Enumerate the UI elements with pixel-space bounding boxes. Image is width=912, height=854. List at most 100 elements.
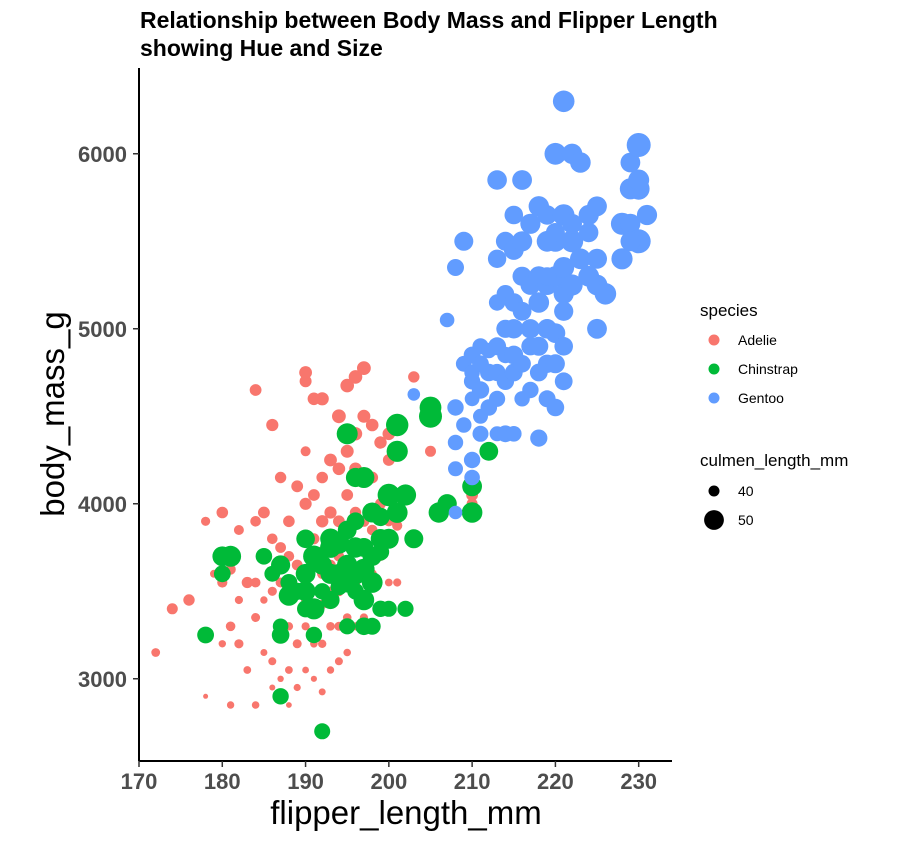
data-point: [267, 586, 277, 596]
data-point: [318, 639, 327, 648]
data-point: [404, 529, 424, 549]
data-point: [392, 520, 403, 531]
data-point: [260, 649, 268, 656]
data-point: [620, 231, 641, 252]
data-point: [626, 133, 651, 157]
data-point: [334, 657, 343, 666]
data-point: [201, 516, 211, 526]
data-point: [332, 462, 346, 476]
data-point: [302, 666, 309, 674]
data-point: [203, 693, 209, 699]
data-point: [234, 595, 243, 605]
data-point: [377, 483, 400, 507]
data-point: [512, 170, 532, 190]
hue-legend-label: Adelie: [738, 332, 777, 348]
data-point: [213, 565, 231, 583]
size-legend-label: 50: [738, 512, 754, 528]
data-point: [561, 274, 583, 296]
data-point: [234, 639, 244, 649]
data-point: [538, 267, 557, 286]
data-point: [285, 666, 293, 674]
data-point: [587, 196, 607, 217]
data-point: [300, 446, 311, 457]
data-point: [489, 390, 506, 407]
y-tick-label: 3000: [78, 667, 127, 692]
data-point: [269, 684, 276, 691]
data-point: [545, 223, 565, 242]
data-point: [339, 618, 356, 635]
data-point: [251, 701, 260, 709]
hue-legend-key: [708, 392, 720, 404]
data-point: [487, 249, 507, 268]
hue-legend-label: Chinstrap: [738, 361, 798, 377]
data-point: [628, 169, 650, 191]
size-legend-key: [708, 485, 720, 497]
data-point: [299, 375, 312, 388]
data-point: [636, 204, 658, 226]
data-point: [511, 231, 533, 252]
x-tick-label: 200: [370, 769, 407, 794]
data-point: [570, 248, 591, 270]
data-point: [326, 622, 335, 631]
data-point: [326, 666, 335, 674]
data-point: [340, 378, 355, 393]
data-point: [447, 399, 464, 416]
y-tick-label: 6000: [78, 142, 127, 167]
data-point: [425, 445, 436, 457]
data-point: [463, 451, 481, 469]
data-point: [504, 205, 524, 225]
data-point: [291, 480, 304, 493]
data-point: [552, 90, 575, 113]
data-point: [225, 621, 236, 632]
y-tick-label: 4000: [78, 492, 127, 517]
x-tick-label: 210: [454, 769, 491, 794]
data-point: [301, 622, 310, 631]
data-point: [233, 525, 244, 535]
data-point: [310, 675, 317, 682]
data-point: [348, 370, 363, 384]
data-point: [384, 578, 393, 587]
data-point: [447, 259, 464, 276]
data-point: [439, 312, 455, 328]
data-point: [386, 502, 408, 523]
data-point: [251, 613, 261, 622]
data-point: [299, 366, 312, 379]
data-point: [393, 578, 402, 587]
data-point: [448, 505, 463, 520]
data-point: [267, 533, 278, 545]
data-point: [295, 563, 316, 584]
data-point: [419, 396, 442, 419]
data-point: [587, 248, 607, 269]
x-axis-title: flipper_length_mm: [270, 794, 541, 831]
data-point: [275, 542, 286, 553]
data-point: [271, 555, 291, 575]
data-point: [386, 413, 409, 437]
data-point: [562, 213, 582, 234]
y-axis-ticks: 3000 4000 5000 6000: [78, 142, 139, 692]
data-point: [249, 384, 262, 396]
data-point: [283, 515, 295, 528]
size-legend-label: 40: [738, 483, 754, 499]
data-point: [274, 471, 287, 484]
x-tick-label: 180: [204, 769, 241, 794]
hue-legend-title: species: [700, 301, 758, 320]
data-point: [520, 319, 541, 339]
data-point: [506, 426, 522, 442]
data-point: [315, 392, 329, 406]
data-point: [456, 417, 472, 433]
data-point: [380, 600, 397, 617]
x-tick-label: 170: [121, 769, 158, 794]
data-point: [479, 441, 499, 461]
y-axis-title: body_mass_g: [34, 311, 71, 516]
data-point: [305, 626, 323, 644]
data-point: [346, 512, 365, 531]
data-point: [570, 152, 591, 173]
data-point: [353, 589, 375, 611]
data-point: [357, 409, 371, 423]
hue-legend-key: [708, 363, 720, 375]
hue-legend-key: [708, 334, 720, 346]
data-point: [286, 702, 292, 708]
data-point: [151, 648, 161, 657]
data-point: [324, 506, 337, 519]
